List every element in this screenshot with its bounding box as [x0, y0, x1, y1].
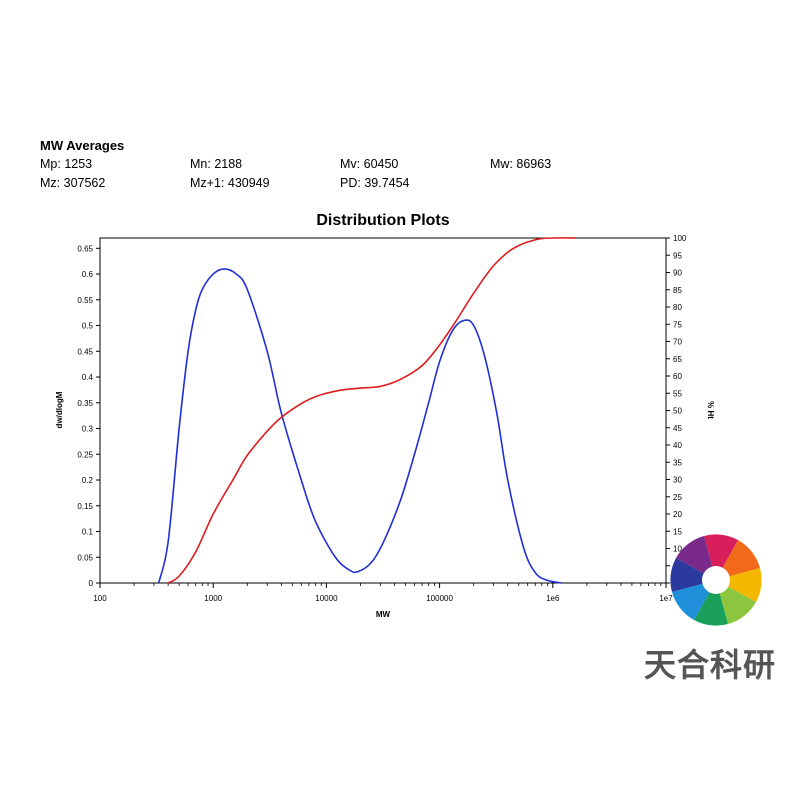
y-axis-left: 0 0.05 0.1 0.15 0.2 0.25 0.3 0.35 0.4 0.45 0.5 0.55… — [77, 244, 100, 588]
x-tick-label: 100 — [93, 594, 107, 603]
y2-tick-label: 85 — [673, 286, 682, 295]
y2-tick-label: 70 — [673, 338, 682, 347]
x-tick-label: 1e6 — [546, 594, 560, 603]
y2-tick-label: 100 — [673, 234, 687, 243]
x-axis: 100 1000 10000 100000 1e6 1e7 — [93, 583, 673, 603]
mw-averages-title: MW Averages — [40, 138, 125, 153]
series-group — [157, 237, 576, 584]
y-tick-label: 0.55 — [77, 296, 93, 305]
x-tick-label: 1e7 — [659, 594, 673, 603]
y2-tick-label: 50 — [673, 407, 682, 416]
cumulative-series-line — [167, 237, 576, 584]
y-tick-label: 0.25 — [77, 450, 93, 459]
y2-axis-title: % Ht — [706, 401, 715, 419]
distribution-series-line — [157, 268, 562, 584]
y-tick-label: 0.2 — [82, 476, 94, 485]
y-tick-label: 0.15 — [77, 502, 93, 511]
y-tick-label: 0.05 — [77, 553, 93, 562]
mw-averages-panel: MW Averages Mp: 1253 Mn: 2188 Mv: 60450 … — [40, 138, 660, 190]
y-axis-right: 0510152025303540455055606570758085909510… — [666, 234, 687, 588]
avg-mv: Mv: 60450 — [340, 157, 399, 171]
y2-tick-label: 35 — [673, 458, 682, 467]
avg-mw: Mw: 86963 — [490, 157, 552, 171]
y-tick-label: 0.4 — [82, 373, 94, 382]
y2-tick-label: 30 — [673, 476, 682, 485]
y2-tick-label: 90 — [673, 269, 682, 278]
y2-tick-label: 15 — [673, 527, 682, 536]
avg-mz1: Mz+1: 430949 — [190, 176, 270, 190]
y-tick-label: 0.5 — [82, 322, 94, 331]
y2-tick-label: 10 — [673, 545, 682, 554]
mw-averages-grid: Mp: 1253 Mn: 2188 Mv: 60450 Mw: 86963 Mz… — [40, 157, 660, 190]
y2-tick-label: 95 — [673, 251, 682, 260]
x-tick-label: 10000 — [315, 594, 338, 603]
pinwheel-logo-icon — [670, 534, 762, 626]
y2-tick-label: 80 — [673, 303, 682, 312]
y2-tick-label: 20 — [673, 510, 682, 519]
x-axis-title: MW — [376, 610, 391, 619]
x-tick-label: 1000 — [204, 594, 222, 603]
y-axis-title: dw/dlogM — [55, 391, 64, 428]
y-tick-label: 0.35 — [77, 399, 93, 408]
y2-tick-label: 60 — [673, 372, 682, 381]
y2-tick-label: 40 — [673, 441, 682, 450]
plot-frame — [99, 237, 667, 584]
y-tick-label: 0.45 — [77, 347, 93, 356]
y-tick-label: 0 — [89, 579, 94, 588]
y-tick-label: 0.65 — [77, 244, 93, 253]
y2-tick-label: 55 — [673, 389, 682, 398]
y2-tick-label: 25 — [673, 493, 682, 502]
x-tick-label: 100000 — [426, 594, 453, 603]
avg-mp: Mp: 1253 — [40, 157, 93, 171]
chart-title: Distribution Plots — [316, 212, 450, 229]
y2-tick-label: 75 — [673, 320, 682, 329]
avg-pd: PD: 39.7454 — [340, 176, 410, 190]
y-tick-label: 0.1 — [82, 528, 94, 537]
y-tick-label: 0.3 — [82, 425, 94, 434]
y-tick-label: 0.6 — [82, 270, 94, 279]
avg-mz: Mz: 307562 — [40, 176, 106, 190]
avg-mn: Mn: 2188 — [190, 157, 243, 171]
y2-tick-label: 45 — [673, 424, 682, 433]
y2-tick-label: 65 — [673, 355, 682, 364]
logo-text: 天合科研 — [644, 646, 777, 684]
